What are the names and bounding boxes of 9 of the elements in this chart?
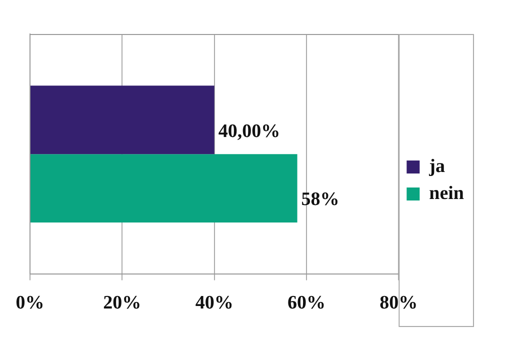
x-tick-label: 60% <box>287 292 326 314</box>
x-tick-label: 40% <box>195 292 234 314</box>
x-tick-label: 80% <box>380 292 418 314</box>
data-label: 40,00% <box>218 120 280 142</box>
legend-label: ja <box>428 156 446 177</box>
x-tick-label: 0% <box>16 292 44 314</box>
data-label: 58% <box>301 189 340 210</box>
x-tick-label: 20% <box>103 292 142 314</box>
legend-label: nein <box>429 182 464 204</box>
